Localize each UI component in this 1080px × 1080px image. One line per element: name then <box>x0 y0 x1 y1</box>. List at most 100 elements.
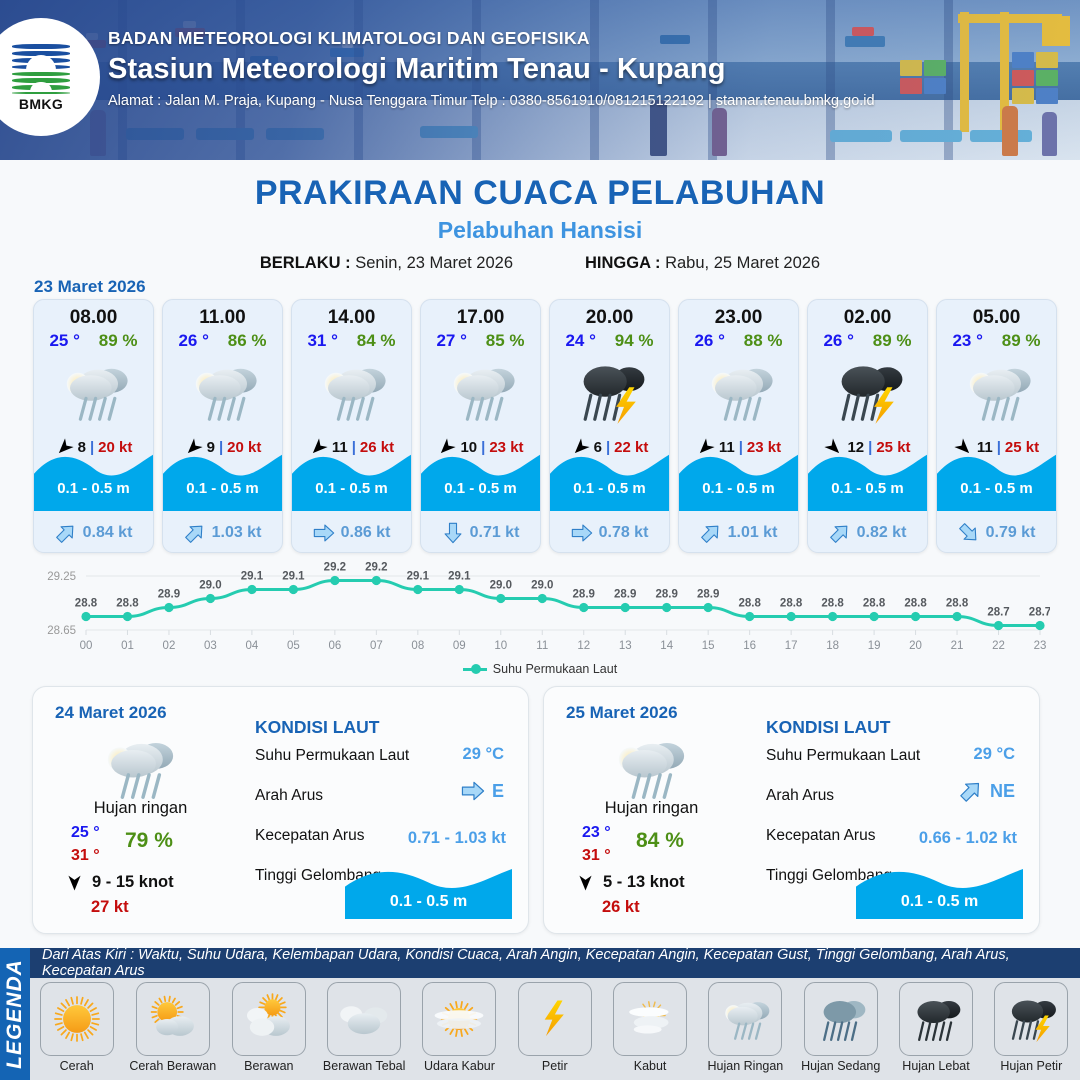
card-wave-height: 0.1 - 0.5 m <box>831 480 904 497</box>
svg-text:15: 15 <box>702 640 715 652</box>
hourly-forecast-row: 08.00 25 ° 89 % 8 | 20 kt 0.1 - 0.5 m 0.84 kt 11… <box>33 299 1057 553</box>
weather-clouds-icon <box>327 982 402 1056</box>
card-humidity: 94 % <box>614 331 654 350</box>
value-current-direction: E <box>491 780 504 801</box>
svg-text:28.9: 28.9 <box>573 589 595 601</box>
svg-text:05: 05 <box>287 640 300 652</box>
svg-text:10: 10 <box>494 640 507 652</box>
chart-legend: Suhu Permukaan Laut <box>30 662 1050 676</box>
current-direction-arrow-icon <box>829 522 851 544</box>
svg-text:14: 14 <box>660 640 673 652</box>
value-wave-height: 0.1 - 0.5 m <box>389 893 468 910</box>
daily-forecast-panel: 25 Maret 2026 Hujan ringan 23 ° 31 ° 84 % 5 -… <box>543 686 1040 934</box>
card-gust: 23 kt <box>489 438 524 456</box>
wave-graphic-icon <box>856 865 1023 919</box>
svg-text:28.8: 28.8 <box>821 598 844 610</box>
agency-name: BADAN METEOROLOGI KLIMATOLOGI DAN GEOFIS… <box>108 28 590 48</box>
card-gust: 23 kt <box>746 438 782 456</box>
legend-item-label: Hujan Lebat <box>902 1059 970 1073</box>
card-gust: 20 kt <box>98 438 133 456</box>
legend-item: Cerah <box>34 982 119 1073</box>
wave-graphic-icon <box>34 449 153 511</box>
weather-haze-icon <box>422 982 497 1056</box>
weather-sun-icon <box>39 982 114 1056</box>
card-current-speed: 0.71 kt <box>469 524 520 541</box>
value-current-direction: NE <box>989 780 1015 801</box>
daily-humidity: 79 % <box>125 829 173 852</box>
legend-tab: LEGENDA <box>0 948 30 1080</box>
current-direction-arrow-icon <box>184 522 206 544</box>
legend-item-label: Udara Kabur <box>424 1059 495 1073</box>
validity-row: BERLAKU : Senin, 23 Maret 2026 HINGGA : … <box>0 254 1080 273</box>
card-wind-speed: 11 <box>331 438 348 456</box>
current-direction-arrow-icon <box>959 779 983 803</box>
weather-thunderstorm-icon <box>808 353 927 431</box>
header-illustration <box>0 0 1080 160</box>
card-wave-height: 0.1 - 0.5 m <box>186 480 259 497</box>
card-temperature: 26 ° <box>823 331 854 350</box>
wave-graphic-icon <box>345 865 512 919</box>
svg-text:01: 01 <box>121 640 134 652</box>
valid-to-label: HINGGA : <box>585 254 661 272</box>
value-sst: 29 °C <box>973 745 1015 763</box>
legend-item: Berawan Tebal <box>321 982 406 1073</box>
card-humidity: 88 % <box>743 331 783 350</box>
valid-from-label: BERLAKU : <box>259 254 351 272</box>
svg-text:28.7: 28.7 <box>1029 607 1050 619</box>
daily-wind-range: 5 - 13 knot <box>603 873 685 891</box>
hourly-card: 17.00 27 ° 85 % 10 | 23 kt 0.1 - 0.5 m 0.71 kt <box>420 299 541 553</box>
card-wind-speed: 11 <box>718 438 735 456</box>
page-title: PRAKIRAAN CUACA PELABUHAN <box>254 174 826 212</box>
wind-direction-arrow-icon <box>696 437 715 457</box>
wave-graphic-icon <box>550 449 669 511</box>
card-current-speed: 0.82 kt <box>856 524 907 541</box>
daily-humidity: 84 % <box>636 829 684 852</box>
svg-text:28.8: 28.8 <box>863 598 886 610</box>
current-direction-arrow-icon <box>461 779 485 803</box>
page-subtitle: Pelabuhan Hansisi <box>437 217 643 243</box>
svg-text:28.8: 28.8 <box>780 598 803 610</box>
card-humidity: 84 % <box>356 331 396 350</box>
svg-text:09: 09 <box>453 640 466 652</box>
sst-chart: 29.25 28.65 00 01 02 03 04 05 06 07 08 09 10 11 12 13 14… <box>30 558 1050 678</box>
legend-note: Dari Atas Kiri : Waktu, Suhu Udara, Kele… <box>42 947 1010 979</box>
wind-direction-arrow-icon <box>571 437 590 457</box>
svg-text:00: 00 <box>80 640 93 652</box>
svg-text:19: 19 <box>868 640 881 652</box>
card-gust: 20 kt <box>227 438 262 456</box>
legend-item: Petir <box>512 982 597 1073</box>
hourly-card: 08.00 25 ° 89 % 8 | 20 kt 0.1 - 0.5 m 0.84 kt <box>33 299 154 553</box>
weather-fog-icon <box>613 982 688 1056</box>
card-separator: | <box>605 438 611 456</box>
hourly-date-label: 23 Maret 2026 <box>34 277 146 296</box>
daily-date: 24 Maret 2026 <box>55 703 167 722</box>
svg-text:12: 12 <box>577 640 590 652</box>
hourly-card: 14.00 31 ° 84 % 11 | 26 kt 0.1 - 0.5 m 0.86 kt <box>291 299 412 553</box>
card-humidity: 86 % <box>227 331 267 350</box>
svg-text:29.1: 29.1 <box>282 571 305 583</box>
value-wave-height: 0.1 - 0.5 m <box>900 893 979 910</box>
wind-direction-arrow-icon <box>824 437 843 457</box>
legend-item-label: Cerah <box>59 1059 94 1073</box>
svg-text:28.9: 28.9 <box>614 589 636 601</box>
card-temperature: 26 ° <box>694 331 725 350</box>
svg-text:18: 18 <box>826 640 839 652</box>
daily-temp-min: 23 ° <box>582 824 611 841</box>
svg-text:16: 16 <box>743 640 756 652</box>
label-current-direction: Arah Arus <box>766 787 835 804</box>
svg-text:11: 11 <box>536 640 548 652</box>
label-current-speed: Kecepatan Arus <box>255 827 365 844</box>
daily-condition: Hujan ringan <box>604 799 699 817</box>
daily-forecast-panel: 24 Maret 2026 Hujan ringan 25 ° 31 ° 79 % 9 -… <box>32 686 529 934</box>
svg-text:06: 06 <box>328 640 341 652</box>
weather-light-rain-icon <box>163 353 282 431</box>
value-current-speed: 0.71 - 1.03 kt <box>407 829 506 847</box>
legend-item: Hujan Sedang <box>798 982 883 1073</box>
current-direction-arrow-icon <box>571 522 593 544</box>
legend-section: LEGENDA Dari Atas Kiri : Waktu, Suhu Uda… <box>0 947 1080 1080</box>
daily-temp-min: 25 ° <box>71 824 100 841</box>
value-sst: 29 °C <box>462 745 504 763</box>
bmkg-logo: BMKG <box>0 18 100 136</box>
wind-direction-arrow-icon <box>184 437 203 457</box>
svg-text:02: 02 <box>163 640 176 652</box>
